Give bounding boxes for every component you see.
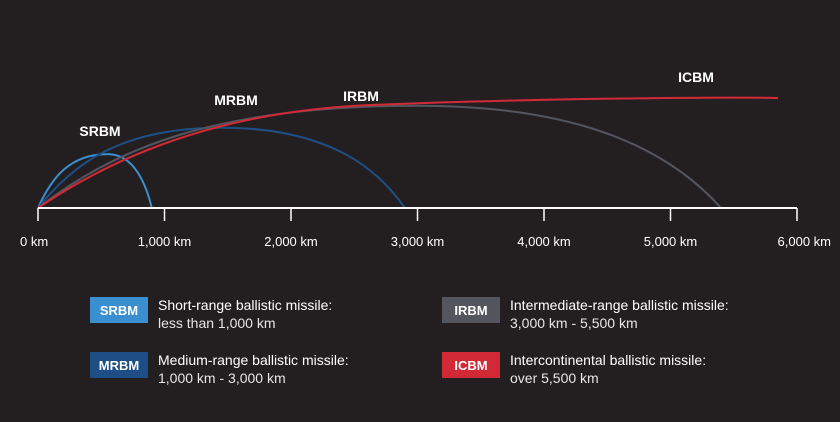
legend-desc-irbm: 3,000 km - 5,500 km [510,315,638,331]
trajectory-diagram: SRBM MRBM IRBM ICBM 0 km 1,000 km 2,000 km 3,0… [20,69,831,249]
arc-label-irbm: IRBM [343,88,379,104]
arc-labels: SRBM MRBM IRBM ICBM [79,69,714,139]
legend-badge-icbm: ICBM [442,352,500,378]
legend-title-mrbm: Medium-range ballistic missile: [158,352,349,368]
legend-title-icbm: Intercontinental ballistic missile: [510,352,707,368]
legend-text-srbm: Short-range ballistic missile: less than… [158,296,332,332]
trajectory-icbm [37,96,779,209]
legend-text-icbm: Intercontinental ballistic missile: over… [510,351,706,387]
trajectory-irbm [37,104,722,209]
axis-tick-label: 4,000 km [517,234,570,249]
axis-tick-label: 1,000 km [138,234,191,249]
legend-desc-srbm: less than 1,000 km [158,315,276,331]
arc-label-mrbm: MRBM [214,92,258,108]
legend-item-srbm: SRBM Short-range ballistic missile: less… [90,296,332,332]
arc-label-icbm: ICBM [678,69,714,85]
legend-item-mrbm: MRBM Medium-range ballistic missile: 1,0… [90,351,349,387]
trajectory-arcs [37,96,779,209]
legend-badge-mrbm: MRBM [90,352,148,378]
axis-tick-label: 2,000 km [264,234,317,249]
legend-text-irbm: Intermediate-range ballistic missile: 3,… [510,296,729,332]
range-axis: 0 km 1,000 km 2,000 km 3,000 km 4,000 km 5,00… [20,207,831,249]
axis-tick-label: 5,000 km [644,234,697,249]
legend-item-icbm: ICBM Intercontinental ballistic missile:… [442,351,706,387]
trajectory-srbm [37,153,153,209]
legend-badge-irbm: IRBM [442,297,500,323]
axis-tick-label: 0 km [20,234,48,249]
legend-title-srbm: Short-range ballistic missile: [158,297,333,313]
legend-desc-icbm: over 5,500 km [510,370,599,386]
axis-tick-label: 3,000 km [391,234,444,249]
legend-title-irbm: Intermediate-range ballistic missile: [510,297,729,313]
legend-desc-mrbm: 1,000 km - 3,000 km [158,370,286,386]
legend-text-mrbm: Medium-range ballistic missile: 1,000 km… [158,351,349,387]
trajectory-mrbm [37,126,406,209]
axis-tick-label: 6,000 km [778,234,831,249]
legend-item-irbm: IRBM Intermediate-range ballistic missil… [442,296,729,332]
arc-label-srbm: SRBM [79,123,120,139]
legend-badge-srbm: SRBM [90,297,148,323]
